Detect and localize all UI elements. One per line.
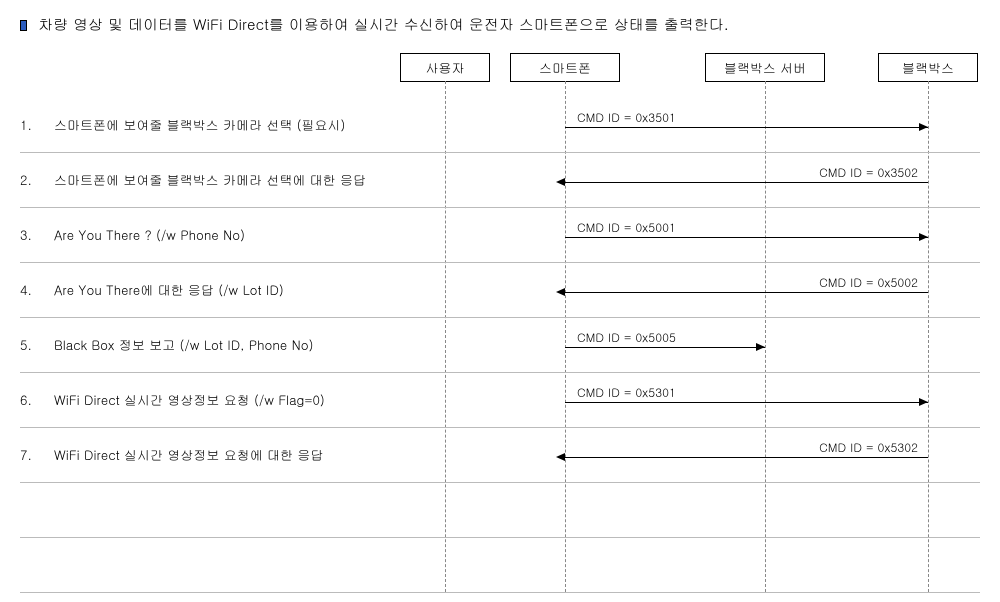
step-description: WiFi Direct 실시간 영상정보 요청 (/w Flag=0) xyxy=(54,390,325,409)
cmd-label: CMD ID = 0x5301 xyxy=(577,384,676,402)
message-arrow xyxy=(565,347,765,348)
heading-text: 차량 영상 및 데이터를 WiFi Direct를 이용하여 실시간 수신하여 … xyxy=(38,14,729,35)
row-divider xyxy=(20,372,980,373)
lane-header-bbox: 블랙박스 xyxy=(878,53,978,82)
cmd-label: CMD ID = 0x5001 xyxy=(577,219,676,237)
arrow-left-icon xyxy=(556,453,565,461)
arrow-right-icon xyxy=(919,398,928,406)
row-divider xyxy=(20,482,980,483)
step-number: 6. xyxy=(20,390,32,409)
arrow-left-icon xyxy=(556,178,565,186)
row-divider xyxy=(20,317,980,318)
lane-header-server: 블랙박스 서버 xyxy=(705,53,825,82)
row-divider xyxy=(20,592,980,593)
lane-header-user: 사용자 xyxy=(400,53,490,82)
row-divider xyxy=(20,152,980,153)
message-arrow xyxy=(565,457,928,458)
step-description: WiFi Direct 실시간 영상정보 요청에 대한 응답 xyxy=(54,445,323,464)
row-divider xyxy=(20,262,980,263)
step-description: Black Box 정보 보고 (/w Lot ID, Phone No) xyxy=(54,335,313,354)
cmd-label: CMD ID = 0x5302 xyxy=(819,439,918,457)
lane-header-phone: 스마트폰 xyxy=(510,53,620,82)
row-divider xyxy=(20,427,980,428)
step-number: 4. xyxy=(20,280,32,299)
row-divider xyxy=(20,207,980,208)
message-arrow xyxy=(565,237,928,238)
step-description: Are You There에 대한 응답 (/w Lot ID) xyxy=(54,280,284,299)
arrow-right-icon xyxy=(919,233,928,241)
cmd-label: CMD ID = 0x3502 xyxy=(819,164,918,182)
step-description: 스마트폰에 보여줄 블랙박스 카메라 선택 (필요시) xyxy=(54,115,345,134)
lifeline-bbox xyxy=(928,81,929,592)
row-divider xyxy=(20,537,980,538)
message-arrow xyxy=(565,292,928,293)
arrow-right-icon xyxy=(756,343,765,351)
cmd-label: CMD ID = 0x5002 xyxy=(819,274,918,292)
lifeline-server xyxy=(765,81,766,592)
cmd-label: CMD ID = 0x5005 xyxy=(577,329,676,347)
lifeline-user xyxy=(445,81,446,592)
step-description: 스마트폰에 보여줄 블랙박스 카메라 선택에 대한 응답 xyxy=(54,170,366,189)
step-number: 1. xyxy=(20,115,32,134)
page-title: 차량 영상 및 데이터를 WiFi Direct를 이용하여 실시간 수신하여 … xyxy=(20,14,980,35)
message-arrow xyxy=(565,127,928,128)
lifeline-phone xyxy=(565,81,566,592)
step-description: Are You There ? (/w Phone No) xyxy=(54,225,245,244)
bullet-icon xyxy=(20,20,27,31)
step-number: 2. xyxy=(20,170,32,189)
step-number: 5. xyxy=(20,335,32,354)
sequence-diagram: 사용자 스마트폰 블랙박스 서버 블랙박스 1. 스마트폰에 보여줄 블랙박스 카메라 선… xyxy=(20,53,980,592)
step-number: 7. xyxy=(20,445,32,464)
cmd-label: CMD ID = 0x3501 xyxy=(577,109,676,127)
message-arrow xyxy=(565,182,928,183)
message-arrow xyxy=(565,402,928,403)
arrow-left-icon xyxy=(556,288,565,296)
arrow-right-icon xyxy=(919,123,928,131)
step-number: 3. xyxy=(20,225,32,244)
